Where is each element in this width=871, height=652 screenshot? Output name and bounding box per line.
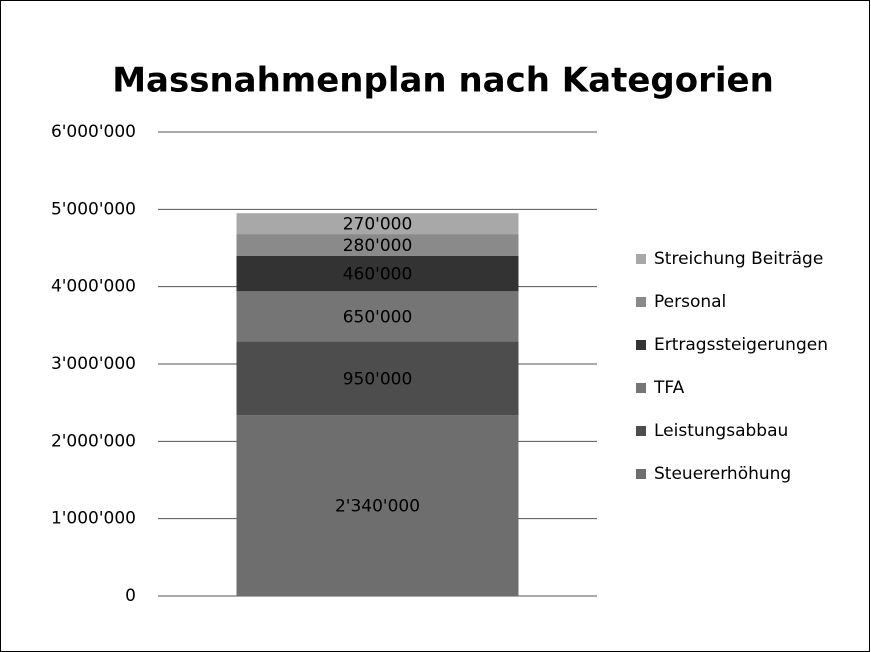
y-tick-label: 3'000'000: [51, 354, 136, 374]
data-label: 2'340'000: [335, 497, 420, 517]
legend-swatch: [636, 254, 646, 264]
y-tick-label: 2'000'000: [51, 431, 136, 451]
y-tick-label: 5'000'000: [51, 199, 136, 219]
y-tick-label: 6'000'000: [51, 122, 136, 142]
bar-segment: [236, 234, 519, 256]
bar-segment: [236, 255, 519, 292]
legend-label: Steuererhöhung: [654, 464, 791, 484]
legend-label: Personal: [654, 292, 726, 312]
bar-segment: [236, 341, 519, 416]
legend-swatch: [636, 469, 646, 479]
chart-title: Massnahmenplan nach Kategorien: [112, 61, 774, 101]
bar-segment: [236, 213, 519, 235]
legend-swatch: [636, 426, 646, 436]
y-tick-label: 4'000'000: [51, 277, 136, 297]
legend-label: Streichung Beiträge: [654, 249, 823, 269]
legend-swatch: [636, 383, 646, 393]
bar-segment: [236, 291, 519, 342]
legend-label: Leistungsabbau: [654, 421, 788, 441]
data-label: 280'000: [343, 236, 413, 256]
data-label: 270'000: [343, 215, 413, 235]
legend-label: Ertragssteigerungen: [654, 335, 828, 355]
data-label: 650'000: [343, 307, 413, 327]
legend-swatch: [636, 340, 646, 350]
y-tick-label: 0: [125, 586, 136, 606]
data-label: 460'000: [343, 265, 413, 285]
legend-swatch: [636, 297, 646, 307]
data-label: 950'000: [343, 369, 413, 389]
y-tick-label: 1'000'000: [51, 509, 136, 529]
bar-segment: [236, 415, 519, 596]
legend-label: TFA: [653, 378, 685, 398]
